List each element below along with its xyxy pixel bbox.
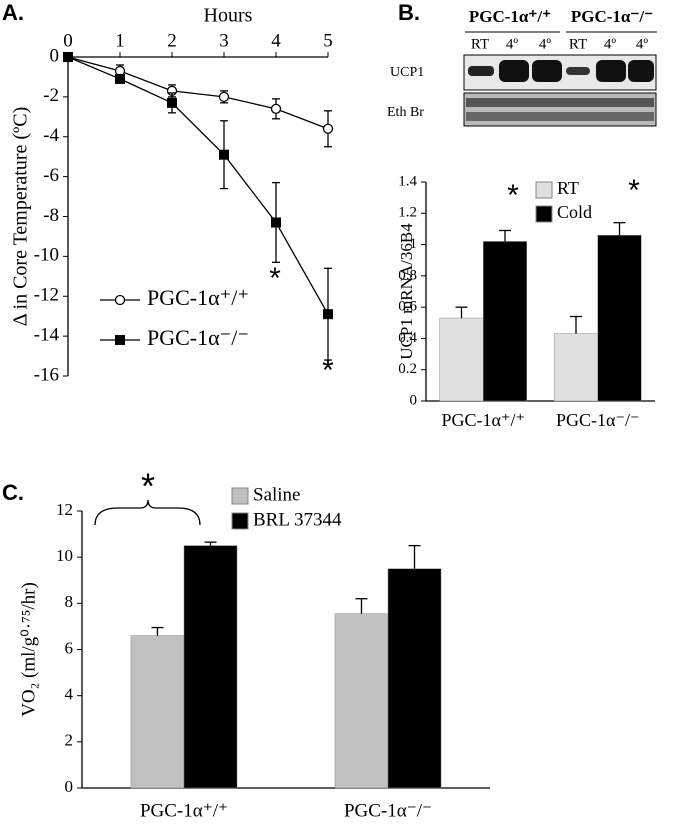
band <box>468 66 494 76</box>
y-axis-label: VO₂ (ml/g⁰·⁷⁵/hr) <box>18 582 39 717</box>
blot-frame <box>463 92 657 127</box>
y-tick-label: 1.2 <box>398 205 417 221</box>
bar <box>597 234 642 402</box>
x-tick-label: PGC-1α⁻/⁻ <box>344 800 432 821</box>
y-tick-label: 10 <box>56 546 73 565</box>
x-tick-label: PGC-1α⁺/⁺ <box>442 410 525 430</box>
series-line <box>67 56 329 130</box>
brace <box>94 499 201 526</box>
y-axis-label: Δ in Core Temperature (ºC) <box>10 107 32 326</box>
marker <box>270 103 282 114</box>
y-tick-label: 4 <box>65 685 74 704</box>
marker <box>115 73 125 84</box>
y-tick-label: -6 <box>43 165 59 186</box>
bar <box>130 635 185 789</box>
x-tick-label: 3 <box>219 30 229 51</box>
band <box>628 60 654 82</box>
legend-swatch <box>231 487 249 505</box>
annotation: * <box>507 179 519 212</box>
bar <box>483 241 528 402</box>
y-tick-label: -12 <box>34 285 59 306</box>
band <box>532 60 562 82</box>
legend-swatch <box>231 512 249 530</box>
marker <box>323 309 333 320</box>
y-tick-label: 6 <box>65 638 74 657</box>
x-tick-label: 2 <box>167 30 177 51</box>
marker <box>218 91 230 103</box>
lane-label: RT <box>569 36 587 52</box>
row-label: UCP1 <box>390 65 424 80</box>
lane-label: 4º <box>636 36 649 52</box>
y-tick-label: -10 <box>34 245 59 266</box>
y-tick-label: 0 <box>50 45 60 66</box>
y-tick-label: -16 <box>34 364 59 385</box>
marker <box>219 149 229 160</box>
lane-label: 4º <box>604 36 617 52</box>
legend-label: BRL 37344 <box>253 509 342 530</box>
marker <box>271 217 281 228</box>
marker <box>322 123 334 134</box>
marker <box>167 97 177 108</box>
x-tick-label: 0 <box>63 30 73 51</box>
legend-label: PGC-1α⁺/⁺ <box>147 285 249 310</box>
x-tick-label: 5 <box>323 30 333 51</box>
y-tick-label: -2 <box>43 85 59 106</box>
annotation: * <box>628 174 640 207</box>
x-tick-label: PGC-1α⁺/⁺ <box>140 800 228 821</box>
band <box>466 98 654 107</box>
x-tick-label: 1 <box>115 30 125 51</box>
legend-swatch <box>535 181 553 199</box>
y-tick-label: 12 <box>56 500 73 519</box>
y-tick-label: 0.6 <box>398 299 417 315</box>
lane-label: 4º <box>506 36 519 52</box>
legend-label: RT <box>557 178 579 198</box>
band <box>499 60 529 82</box>
bar <box>387 568 442 789</box>
x-axis-label: Hours <box>204 5 253 27</box>
band <box>566 67 590 75</box>
bar <box>334 613 389 789</box>
y-tick-label: 0.8 <box>398 267 417 283</box>
annotation: * <box>269 262 281 295</box>
y-tick-label: 8 <box>65 592 74 611</box>
y-tick-label: 0.2 <box>398 361 417 377</box>
annotation: * <box>141 466 155 507</box>
band <box>596 60 626 82</box>
lane-label: 4º <box>539 36 552 52</box>
legend-marker <box>115 335 125 345</box>
legend-swatch <box>535 205 553 223</box>
y-tick-label: 0 <box>65 777 74 796</box>
series-line <box>67 56 329 315</box>
panel-label: A. <box>2 0 24 25</box>
panel-label: C. <box>2 480 24 505</box>
band <box>466 112 654 121</box>
x-tick-label: 4 <box>271 30 281 51</box>
blot: PGC-1α⁺/⁺ PGC-1α⁻/⁻ RT 4º 4º RT 4º 4º UC… <box>387 7 657 127</box>
marker <box>63 52 73 62</box>
y-axis-label: UCP1 mRNA/36B4 <box>397 223 416 360</box>
blot-group: PGC-1α⁺/⁺ <box>469 7 551 26</box>
legend-label: PGC-1α⁻/⁻ <box>147 325 249 350</box>
legend-label: Saline <box>253 484 301 505</box>
y-tick-label: -4 <box>43 125 59 146</box>
row-label: Eth Br <box>387 105 424 120</box>
y-tick-label: 1.4 <box>398 173 417 189</box>
bar <box>553 333 598 402</box>
legend-label: Cold <box>557 202 592 222</box>
y-tick-label: 0 <box>410 392 418 408</box>
y-tick-label: -8 <box>43 205 59 226</box>
panel-label: B. <box>398 0 420 25</box>
x-tick-label: PGC-1α⁻/⁻ <box>556 410 639 430</box>
bar <box>183 545 238 789</box>
y-tick-label: 1 <box>410 236 418 252</box>
lane-label: RT <box>471 36 489 52</box>
legend-marker <box>114 294 126 306</box>
y-tick-label: 0.4 <box>398 330 417 346</box>
bar <box>439 317 484 402</box>
annotation: * <box>322 354 334 387</box>
y-tick-label: -14 <box>34 324 60 345</box>
blot-group: PGC-1α⁻/⁻ <box>571 7 653 26</box>
y-tick-label: 2 <box>65 731 74 750</box>
